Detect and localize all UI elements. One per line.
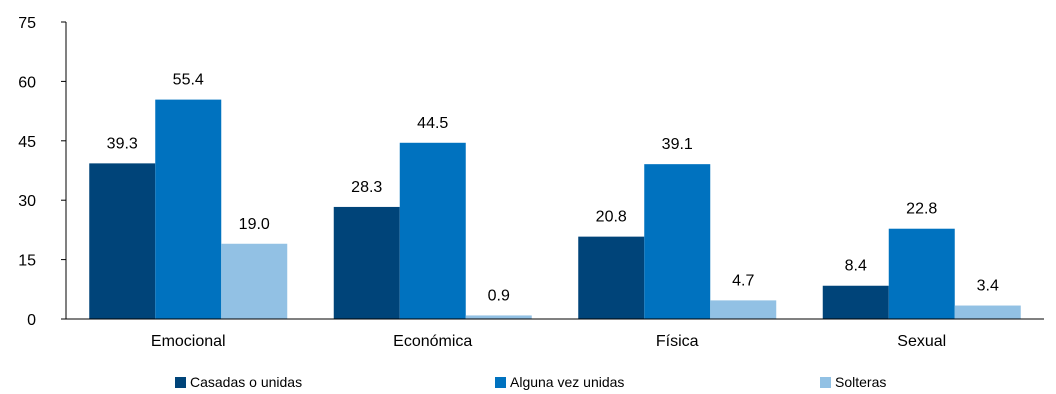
data-label: 0.9 (488, 287, 510, 304)
bar (465, 315, 532, 319)
data-label: 20.8 (596, 209, 627, 226)
category-label: Emocional (151, 333, 226, 350)
y-tick-label: 75 (18, 15, 36, 32)
legend-swatch (495, 376, 506, 388)
data-label: 44.5 (417, 115, 448, 132)
data-label: 3.4 (977, 278, 999, 295)
x-axis: Emocional Económica Física Sexual (66, 318, 1044, 350)
legend-label: Alguna vez unidas (510, 374, 625, 390)
bar (333, 206, 400, 319)
bar (710, 300, 777, 319)
category-label: Sexual (897, 333, 946, 350)
legend: Casadas o unidas Alguna vez unidas Soltera… (0, 374, 1056, 394)
bar (888, 228, 955, 319)
bar (822, 285, 889, 319)
category-label: Económica (393, 333, 472, 350)
bar (578, 236, 645, 319)
data-label: 19.0 (239, 216, 270, 233)
bar (954, 305, 1021, 319)
bar (399, 142, 466, 319)
y-tick-label: 15 (18, 253, 36, 270)
y-tick-label: 30 (18, 193, 36, 210)
bars (89, 99, 1021, 319)
y-tick-label: 60 (18, 74, 36, 91)
bar (155, 99, 222, 319)
legend-item: Alguna vez unidas (495, 374, 624, 390)
data-label: 39.3 (107, 135, 138, 152)
legend-swatch (175, 376, 186, 388)
data-label: 22.8 (906, 201, 937, 218)
y-tick-label: 45 (18, 134, 36, 151)
data-labels: 39.3 55.4 19.0 28.3 44.5 0.9 20.8 39.1 4.7 8.4 22.… (107, 72, 999, 305)
legend-item: Casadas o unidas (175, 374, 302, 390)
data-label: 4.7 (732, 272, 754, 289)
bar (221, 243, 288, 319)
y-tick-label: 0 (27, 312, 36, 329)
data-label: 28.3 (351, 179, 382, 196)
legend-swatch (820, 376, 831, 388)
legend-item: Solteras (820, 374, 886, 390)
y-axis: 0 15 30 45 60 75 (18, 15, 67, 329)
data-label: 39.1 (662, 136, 693, 153)
legend-label: Casadas o unidas (190, 374, 303, 390)
data-label: 55.4 (173, 72, 204, 89)
data-label: 8.4 (845, 258, 867, 275)
bar (89, 163, 156, 319)
legend-label: Solteras (835, 374, 887, 390)
category-label: Física (656, 333, 699, 350)
bar (644, 164, 711, 319)
